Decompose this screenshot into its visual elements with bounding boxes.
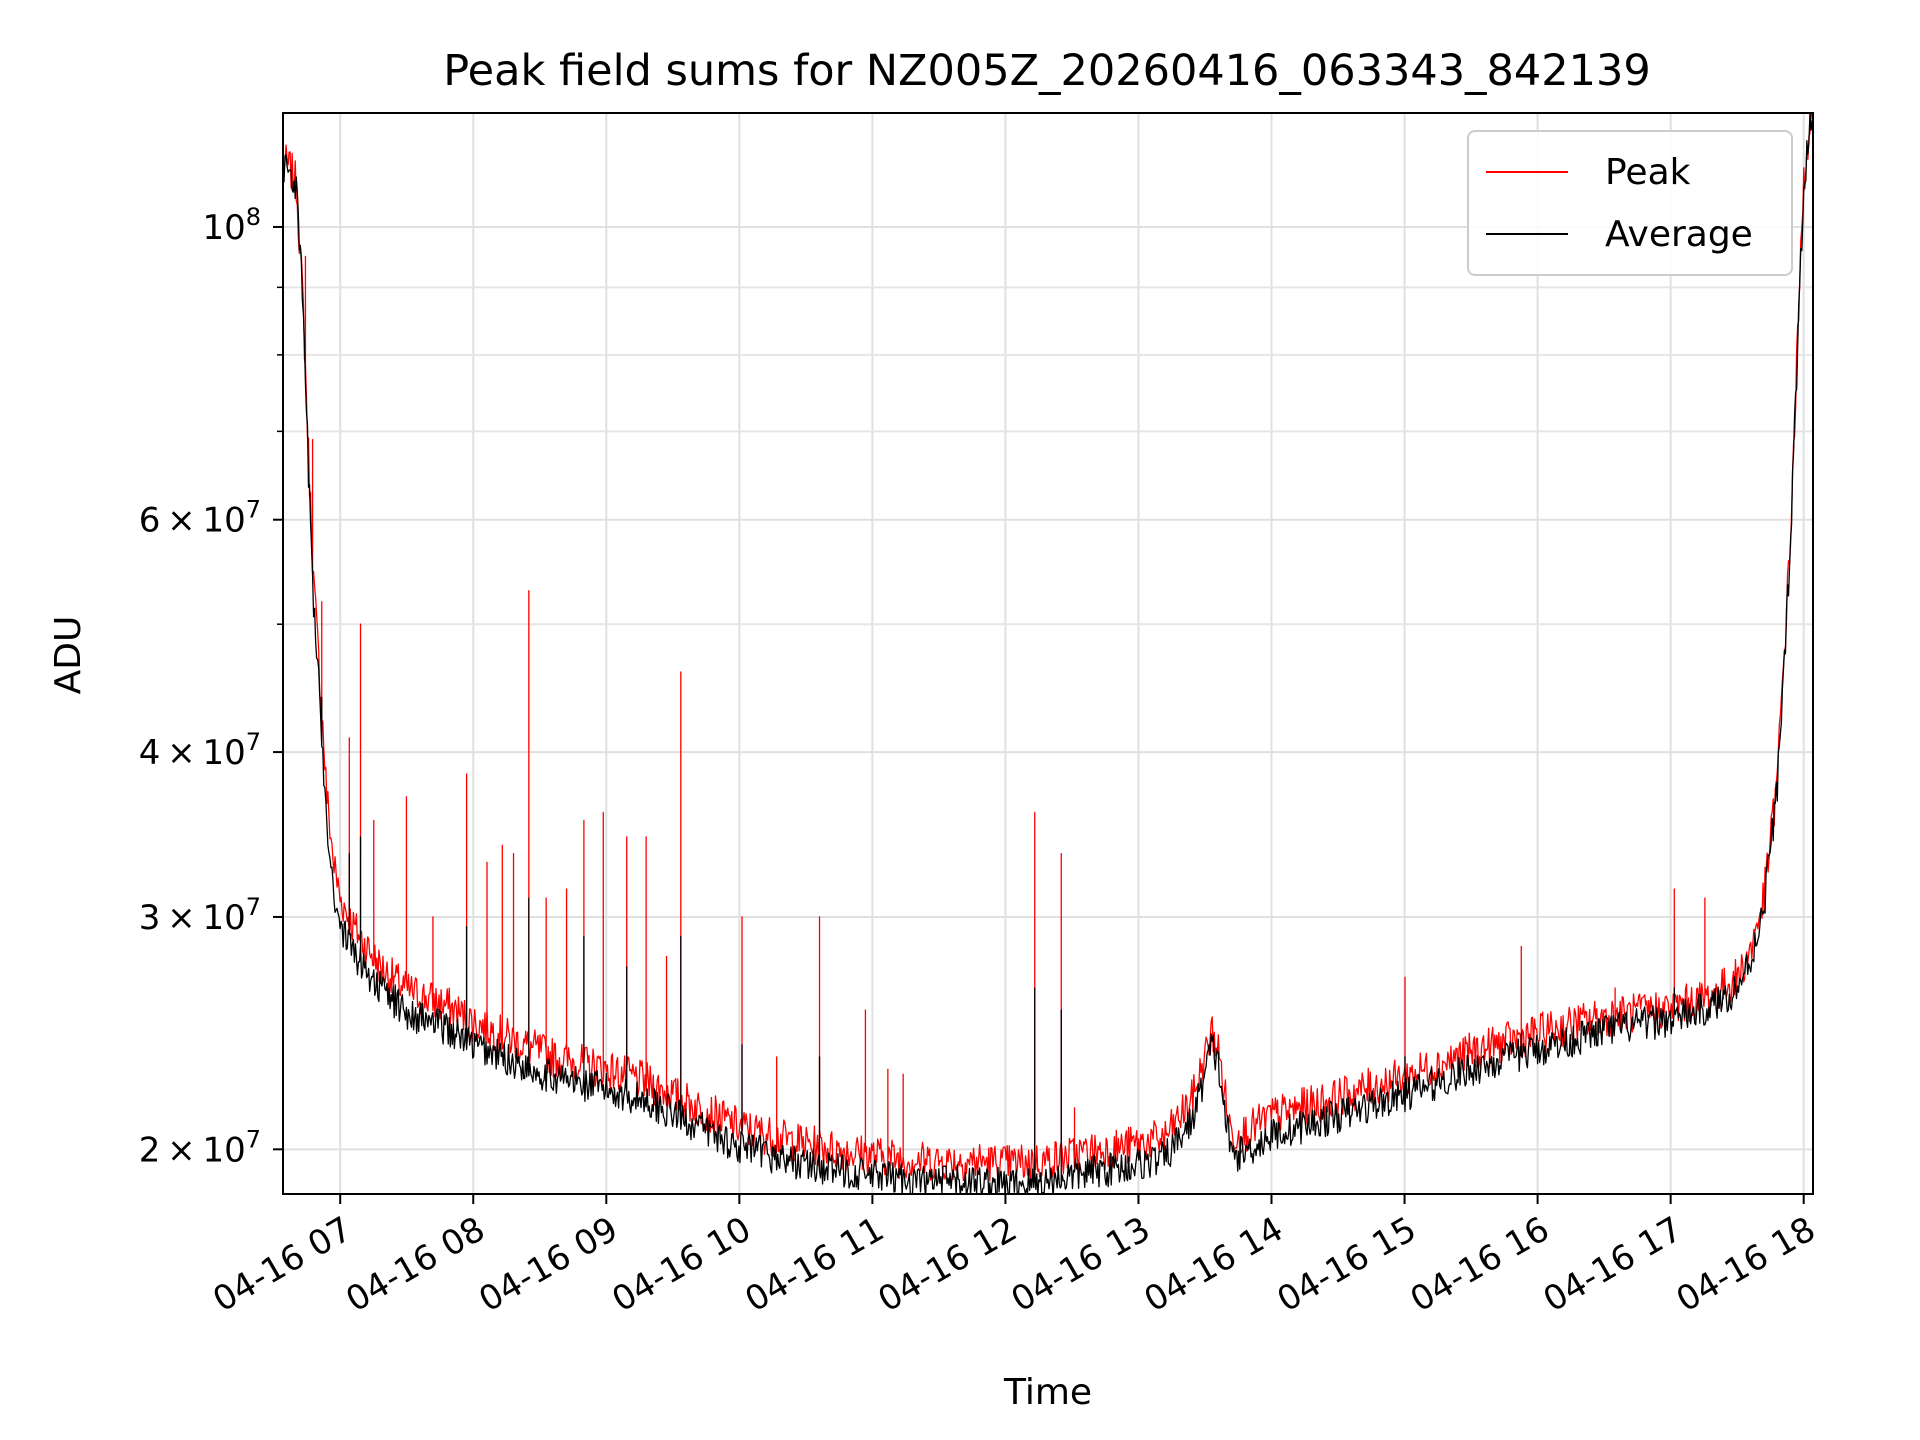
legend-box [1467, 130, 1793, 276]
series-average-line [283, 113, 1813, 1194]
y-tick-label: 4 × 107 [139, 728, 261, 773]
y-tick-label: 108 [202, 203, 261, 248]
legend: Peak Average [1467, 130, 1793, 276]
y-tick-label: 2 × 107 [139, 1125, 261, 1170]
series-lines [283, 113, 1813, 1194]
legend-average-label: Average [1605, 214, 1753, 255]
x-axis-label: Time [1003, 1372, 1092, 1413]
y-axis-label: ADU [48, 616, 89, 695]
plot-frame [282, 112, 1814, 1195]
y-tick-label: 3 × 107 [139, 893, 261, 938]
legend-peak-label: Peak [1605, 152, 1691, 193]
y-tick-label: 6 × 107 [139, 496, 261, 541]
series-peak-line [283, 113, 1813, 1184]
chart-title: Peak field sums for NZ005Z_20260416_0633… [443, 46, 1650, 96]
y-axis-ticks: 2 × 107 3 × 107 4 × 107 6 × 107 108 [139, 203, 283, 1170]
